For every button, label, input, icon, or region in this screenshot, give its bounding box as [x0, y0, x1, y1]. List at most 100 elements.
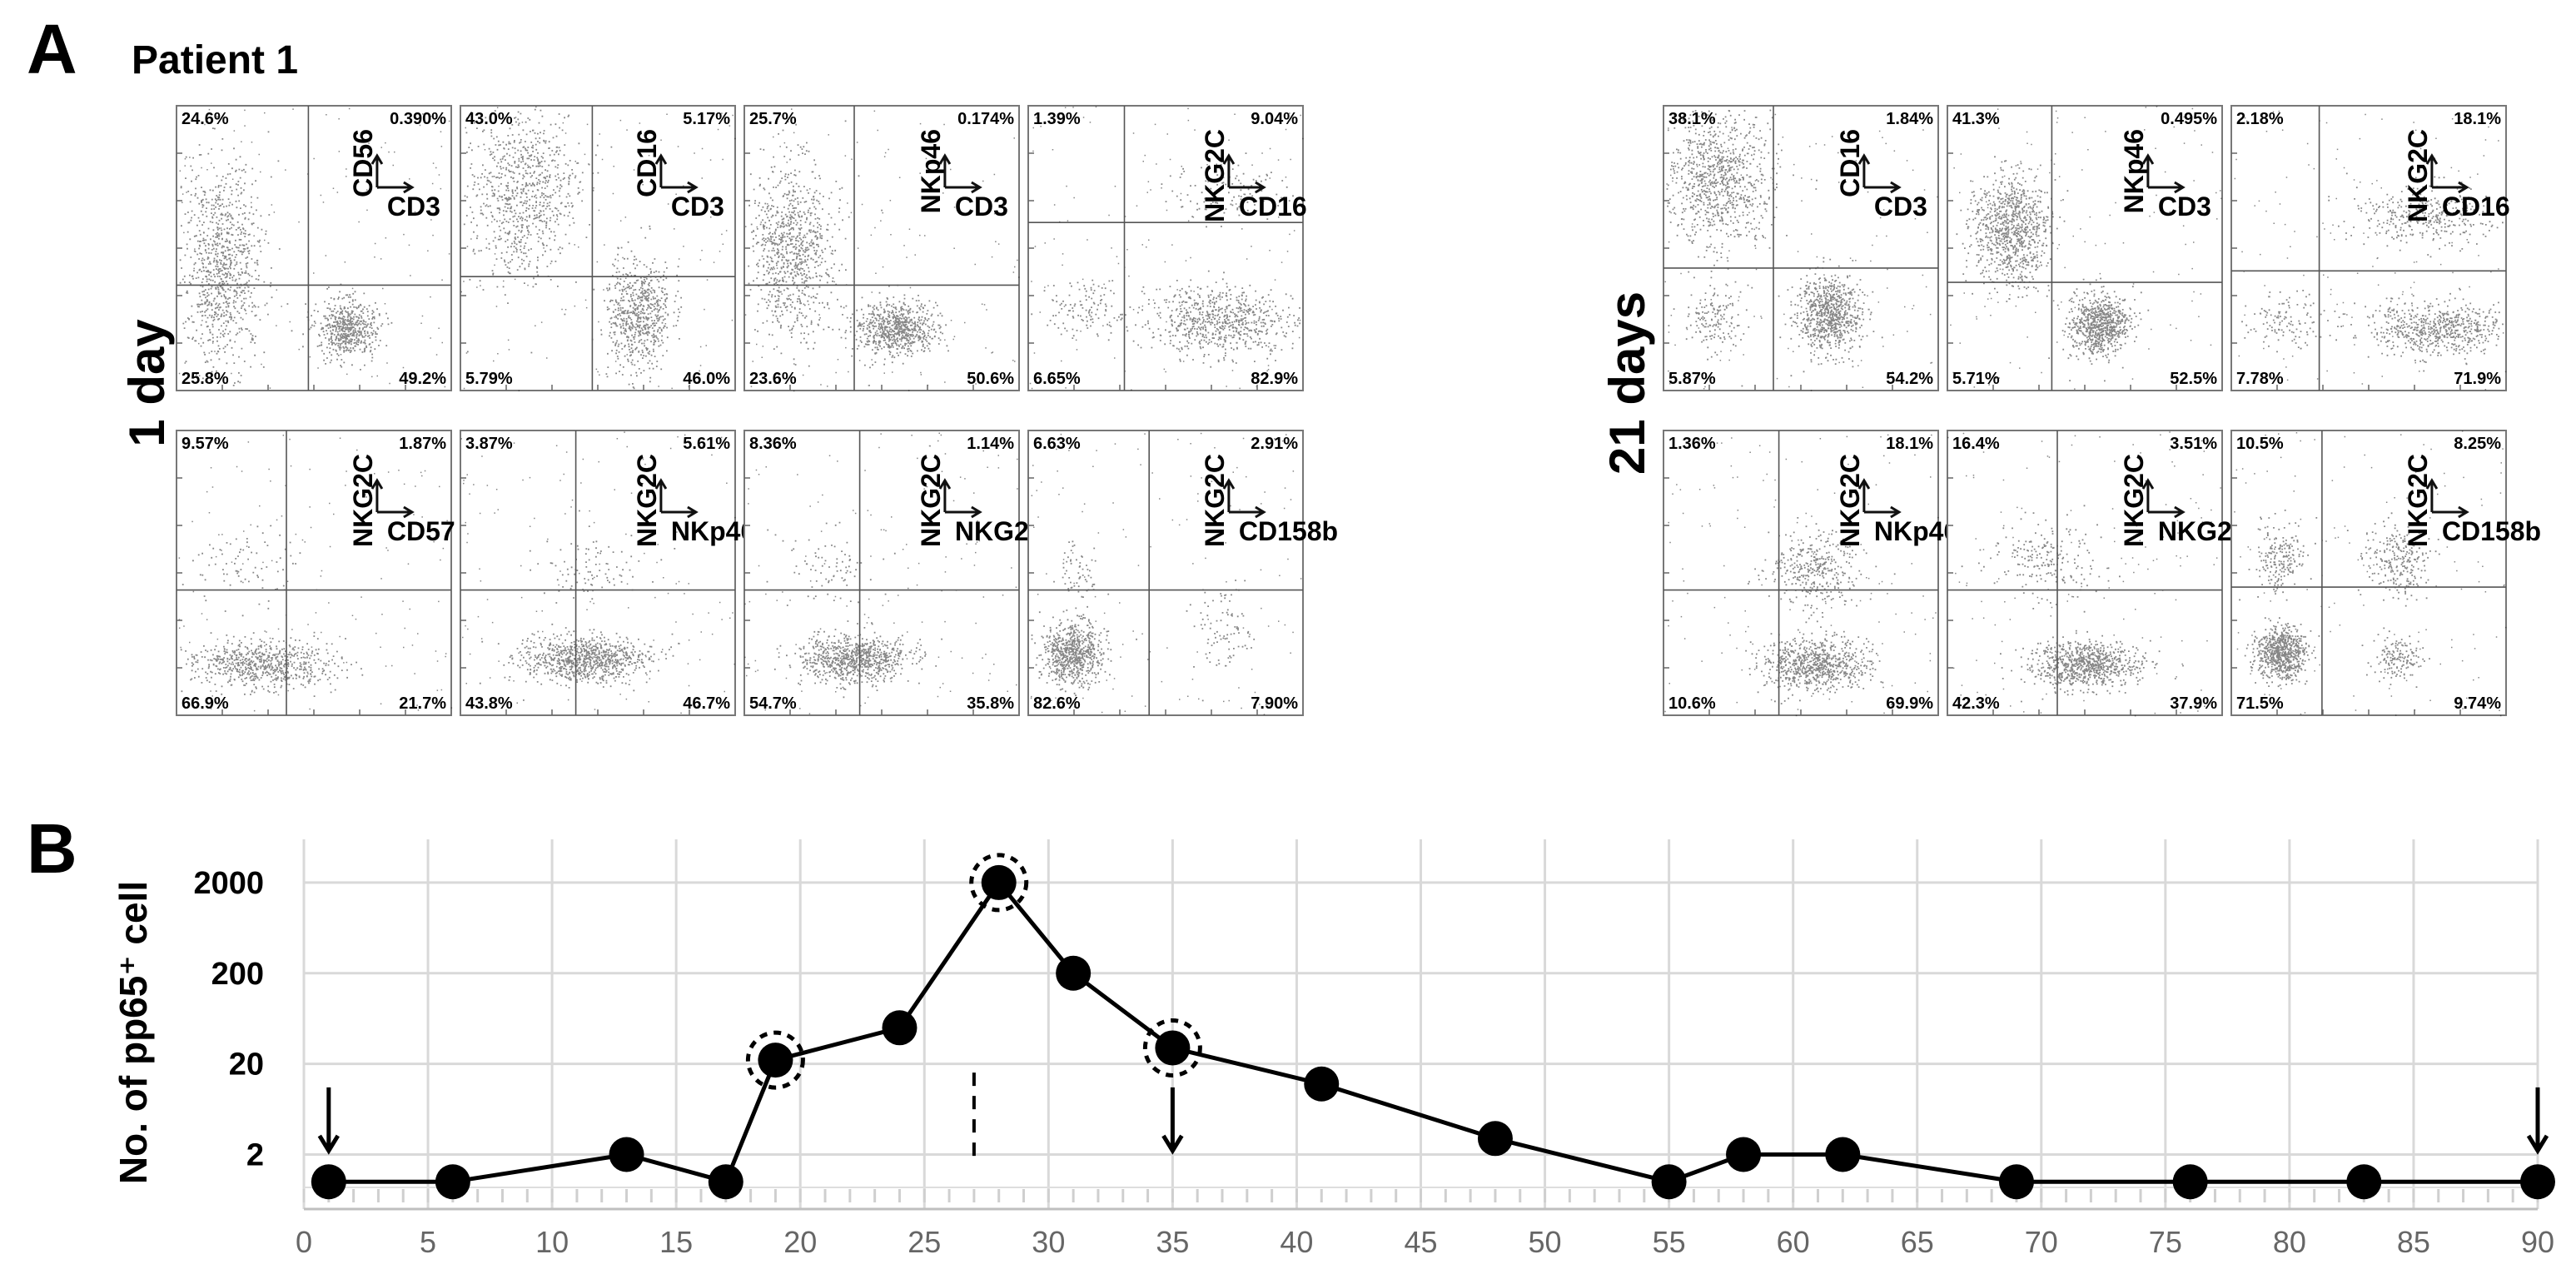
quadrant-upper-left: 3.87%: [465, 435, 513, 453]
x-tick-label: 50: [1529, 1225, 1562, 1259]
data-point: [609, 1137, 644, 1172]
axis-arrows-icon: [1857, 153, 1902, 194]
data-point: [2520, 1164, 2555, 1200]
quadrant-lower-left: 5.71%: [1952, 370, 2000, 388]
plot-frame: [460, 105, 736, 391]
quadrant-upper-left: 24.6%: [182, 110, 229, 128]
quadrant-upper-right: 0.495%: [2161, 110, 2217, 128]
highlight-ring: [745, 1030, 805, 1090]
axis-arrows-icon: [1857, 478, 1902, 519]
quadrant-upper-right: 5.61%: [683, 435, 730, 453]
quadrant-lower-left: 43.8%: [465, 694, 513, 713]
x-tick-label: 90: [2521, 1225, 2554, 1259]
axis-arrows-icon: [654, 153, 699, 194]
axis-ticks: [1663, 477, 1893, 715]
quadrant-upper-right: 0.390%: [390, 110, 446, 128]
plot-frame: [176, 105, 452, 391]
highlight-ring: [969, 853, 1029, 913]
quadrant-lower-right: 7.90%: [1251, 694, 1298, 713]
flow-plot-nkg2c-vs-nkp46: 1.36% 18.1% 10.6% 69.9% NKG2C NKp46: [1663, 430, 1958, 717]
quadrant-lower-left: 66.9%: [182, 694, 229, 713]
quadrant-lower-left: 6.65%: [1033, 370, 1081, 388]
y-marker-label: NKG2C: [348, 454, 378, 547]
axis-ticks: [177, 477, 406, 715]
x-tick-label: 30: [1032, 1225, 1065, 1259]
data-point: [1155, 1030, 1191, 1066]
quadrant-lower-right: 52.5%: [2170, 370, 2217, 388]
axis-arrows-icon: [370, 478, 415, 519]
time-label-21-days: 21 days: [1599, 291, 1655, 475]
y-marker-label: NKG2C: [2119, 454, 2149, 547]
event-dots: [1947, 431, 2222, 717]
flow-plot-nkg2c-vs-cd158b: 10.5% 8.25% 71.5% 9.74% NKG2C CD158b: [2230, 430, 2541, 717]
axis-arrows-icon: [2141, 153, 2186, 194]
axis-arrows-icon: [938, 153, 982, 194]
plot-frame: [460, 430, 736, 716]
axis-ticks: [2231, 152, 2461, 391]
quadrant-lower-left: 82.6%: [1033, 694, 1081, 713]
flow-plot-nkg2c-vs-cd16: 2.18% 18.1% 7.78% 71.9% NKG2C CD16: [2230, 105, 2510, 391]
data-point: [708, 1164, 743, 1200]
x-minor-ticks: [302, 1189, 2539, 1202]
x-marker-label: CD158b: [1239, 516, 1338, 546]
quadrant-lower-right: 49.2%: [399, 370, 446, 388]
quadrant-upper-left: 10.5%: [2236, 435, 2284, 453]
axis-arrows-icon: [654, 478, 699, 519]
y-tick-label: 2: [246, 1137, 264, 1172]
y-marker-label: NKG2C: [916, 454, 946, 547]
panel-a-letter: A: [27, 10, 77, 88]
data-point: [882, 1010, 918, 1046]
axis-ticks: [744, 152, 974, 391]
axis-arrows-icon: [370, 153, 415, 194]
data-point: [2172, 1164, 2208, 1200]
quadrant-upper-left: 16.4%: [1952, 435, 2000, 453]
quadrant-lower-right: 82.9%: [1251, 370, 1298, 388]
x-tick-label: 65: [1901, 1225, 1934, 1259]
axis-ticks: [1663, 152, 1893, 391]
y-axis-label: No. of pp65⁺ cell: [112, 881, 155, 1184]
y-tick-label: 2000: [193, 866, 264, 901]
quadrant-upper-left: 1.36%: [1668, 435, 1716, 453]
axis-ticks: [460, 152, 690, 391]
data-point: [1304, 1066, 1340, 1102]
x-tick-label: 15: [659, 1225, 693, 1259]
axis-ticks: [177, 152, 406, 391]
quadrant-upper-left: 9.57%: [182, 435, 229, 453]
axis-arrows-icon: [938, 478, 982, 519]
x-tick-label: 40: [1280, 1225, 1313, 1259]
event-dots: [2234, 430, 2507, 717]
x-marker-label: CD16: [1239, 192, 1307, 221]
flow-plot-nkp46-vs-cd3: 25.7% 0.174% 23.6% 50.6% NKp46 CD3: [743, 105, 1020, 392]
y-marker-label: NKp46: [916, 129, 946, 213]
x-tick-label: 35: [1156, 1225, 1189, 1259]
quadrant-upper-left: 8.36%: [749, 435, 797, 453]
axis-arrows-icon: [1222, 153, 1266, 194]
y-marker-label: NKG2C: [1835, 454, 1865, 547]
axis-ticks: [2231, 477, 2461, 715]
quadrant-lower-left: 71.5%: [2236, 694, 2284, 713]
data-point: [1998, 1164, 2034, 1200]
x-marker-label: CD3: [2158, 192, 2211, 221]
quadrant-lower-right: 35.8%: [967, 694, 1014, 713]
quadrant-upper-right: 9.04%: [1251, 110, 1298, 128]
x-tick-label: 55: [1653, 1225, 1686, 1259]
quadrant-lower-right: 71.9%: [2454, 370, 2501, 388]
quadrant-lower-right: 21.7%: [399, 694, 446, 713]
quadrant-lower-right: 54.2%: [1886, 370, 1933, 388]
plot-frame: [1947, 105, 2223, 391]
quadrant-upper-left: 6.63%: [1033, 435, 1081, 453]
down-arrow-icon: [1161, 1087, 1184, 1155]
quadrant-upper-left: 38.1%: [1668, 110, 1716, 128]
data-point: [311, 1164, 346, 1200]
quadrant-upper-left: 2.18%: [2236, 110, 2284, 128]
event-dots: [744, 432, 1018, 714]
x-marker-label: CD3: [387, 192, 440, 221]
y-marker-label: NKG2C: [1200, 129, 1230, 222]
x-tick-label: 0: [296, 1225, 312, 1259]
quadrant-lower-left: 42.3%: [1952, 694, 2000, 713]
quadrant-upper-left: 41.3%: [1952, 110, 2000, 128]
data-point: [758, 1043, 793, 1078]
